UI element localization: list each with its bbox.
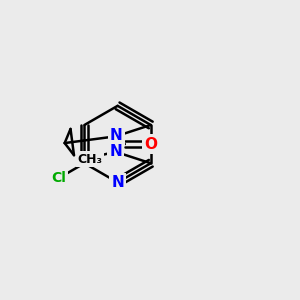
Text: Cl: Cl bbox=[52, 171, 66, 185]
Text: N: N bbox=[111, 175, 124, 190]
Text: CH₃: CH₃ bbox=[77, 153, 102, 166]
Text: O: O bbox=[145, 136, 158, 152]
Text: N: N bbox=[110, 144, 122, 159]
Text: N: N bbox=[110, 128, 123, 143]
